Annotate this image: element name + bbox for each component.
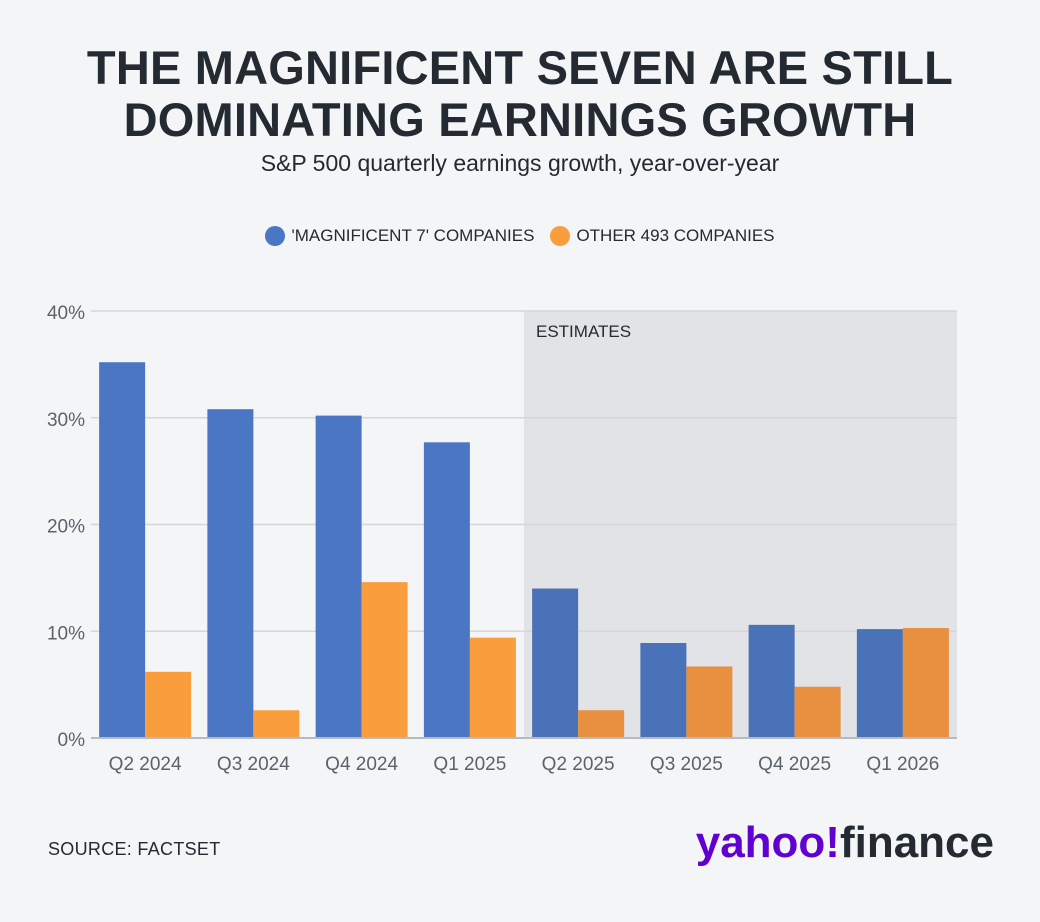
bar-other xyxy=(578,710,625,738)
bar-other xyxy=(469,637,516,738)
bar-other xyxy=(145,671,192,738)
x-tick-label: Q1 2025 xyxy=(433,754,506,775)
yahoo-finance-logo: yahoo!finance xyxy=(696,818,994,868)
chart-subtitle: S&P 500 quarterly earnings growth, year-… xyxy=(260,150,780,176)
chart-title: THE MAGNIFICENT SEVEN ARE STILL DOMINATI… xyxy=(0,42,1040,146)
bar-mag7 xyxy=(423,442,470,738)
logo-finance: finance xyxy=(839,818,994,867)
legend-item-mag7: 'MAGNIFICENT 7' COMPANIES xyxy=(265,226,534,246)
title-line-1: THE MAGNIFICENT SEVEN ARE STILL xyxy=(86,41,954,94)
bar-other xyxy=(902,628,949,738)
bar-other xyxy=(361,582,408,738)
y-tick-label: 0% xyxy=(58,730,86,751)
bar-mag7 xyxy=(207,409,254,738)
bar-other xyxy=(794,686,841,738)
bar-mag7 xyxy=(640,642,687,738)
bar-mag7 xyxy=(315,415,362,738)
bar-mag7 xyxy=(99,362,146,738)
x-tick-label: Q3 2025 xyxy=(650,754,723,775)
bar-mag7 xyxy=(532,588,579,738)
x-tick-label: Q1 2026 xyxy=(866,754,939,775)
legend-item-other: OTHER 493 COMPANIES xyxy=(550,226,775,246)
title-line-2: DOMINATING EARNINGS GROWTH xyxy=(123,93,917,146)
bar-other xyxy=(253,710,300,738)
x-tick-label: Q2 2024 xyxy=(109,754,182,775)
legend-swatch-other xyxy=(550,226,571,246)
x-tick-label: Q4 2025 xyxy=(758,754,831,775)
x-tick-label: Q2 2025 xyxy=(542,754,615,775)
estimates-label: ESTIMATES xyxy=(536,322,631,341)
y-tick-label: 20% xyxy=(47,517,85,538)
logo-yahoo: yahoo xyxy=(695,818,826,867)
bar-other xyxy=(686,666,733,738)
x-tick-label: Q4 2024 xyxy=(325,754,398,775)
source-note: SOURCE: FACTSET xyxy=(48,839,221,859)
legend-swatch-mag7 xyxy=(265,226,286,246)
y-tick-label: 40% xyxy=(47,303,85,324)
x-tick-label: Q3 2024 xyxy=(217,754,290,775)
y-tick-label: 30% xyxy=(47,410,85,431)
y-tick-label: 10% xyxy=(47,623,85,644)
chart-legend: 'MAGNIFICENT 7' COMPANIES OTHER 493 COMP… xyxy=(0,226,1040,246)
legend-label-mag7: 'MAGNIFICENT 7' COMPANIES xyxy=(291,226,535,245)
logo-bang: ! xyxy=(825,818,840,867)
legend-label-other: OTHER 493 COMPANIES xyxy=(576,226,775,245)
bar-mag7 xyxy=(856,629,903,738)
bar-mag7 xyxy=(748,624,795,738)
